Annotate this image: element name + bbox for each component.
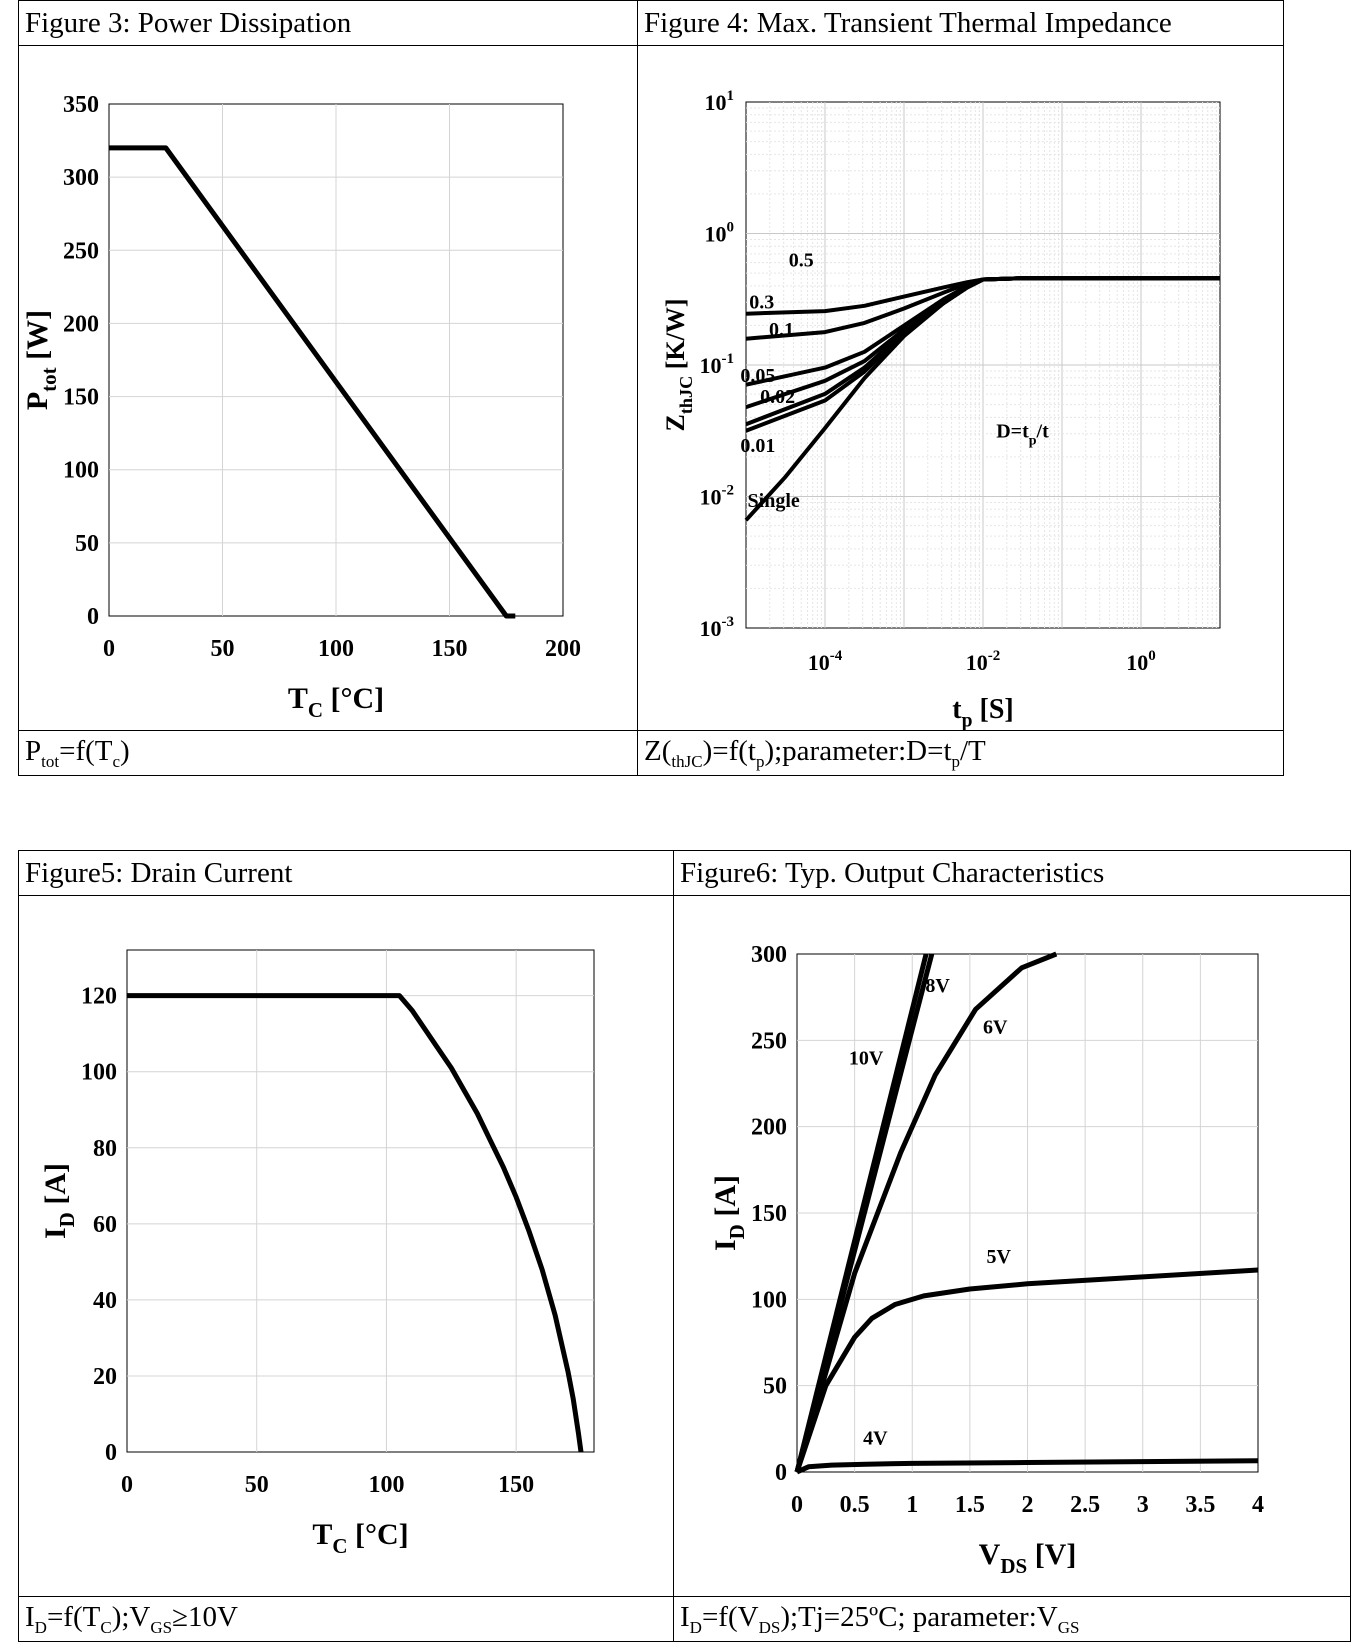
fig4-y-tick-label: 10-3 xyxy=(700,614,735,641)
fig3-x-tick-label: 50 xyxy=(211,636,235,662)
fig4-y-tick-label: 101 xyxy=(705,88,735,115)
fig5-y-tick-label: 120 xyxy=(81,984,117,1010)
figure6-plot-cell: 0 0.5 1 1.5 2 2.5 3 3.5 4 0 50 100 150 200 250 300 VDS [… xyxy=(673,895,1351,1597)
figure4-caption: Z(thJC)=f(tp);parameter:D=tp/T xyxy=(637,730,1284,776)
fig3-x-tick-label: 200 xyxy=(545,636,581,662)
fig6-series-label-4V: 4V xyxy=(863,1427,888,1449)
fig3-x-axis-label: TC [°C] xyxy=(288,682,384,722)
fig4-series-label-0.02: 0.02 xyxy=(760,386,795,408)
fig4-y-tick-label: 100 xyxy=(705,220,735,247)
figure6-chart: 0 0.5 1 1.5 2 2.5 3 3.5 4 0 50 100 150 200 250 300 VDS [… xyxy=(709,942,1264,1578)
figure4-plot-cell: 10-4 10-2 100 10-3 10-2 10-1 100 101 0.5 0.3 0.1 0.… xyxy=(637,45,1284,731)
fig6-y-tick-label: 200 xyxy=(751,1115,787,1141)
fig5-x-axis-label: TC [°C] xyxy=(312,1518,408,1558)
fig4-series-label-0.05: 0.05 xyxy=(740,365,775,387)
fig4-x-tick-label: 10-2 xyxy=(966,648,1001,675)
fig5-x-tick-label: 0 xyxy=(121,1472,133,1498)
fig3-x-tick-label: 100 xyxy=(318,636,354,662)
fig4-x-tick-label: 10-4 xyxy=(808,648,843,675)
fig6-series-label-6V: 6V xyxy=(983,1016,1008,1038)
fig6-x-tick-label: 1 xyxy=(906,1492,918,1518)
fig4-series-label-0.1: 0.1 xyxy=(769,319,794,341)
fig6-x-tick-label: 0.5 xyxy=(840,1492,870,1518)
fig4-series-label-0.01: 0.01 xyxy=(740,435,775,457)
fig6-y-axis-label: ID [A] xyxy=(709,1175,749,1251)
fig3-y-tick-label: 250 xyxy=(63,238,99,264)
fig6-series-line-4V xyxy=(795,1458,1259,1475)
fig5-x-tick-label: 150 xyxy=(498,1472,534,1498)
fig3-y-axis-label: Ptot [W] xyxy=(21,310,61,410)
fig4-y-axis-label: ZthJC [K/W] xyxy=(661,298,696,431)
fig6-y-tick-label: 250 xyxy=(751,1028,787,1054)
fig3-y-tick-label: 100 xyxy=(63,458,99,484)
fig4-x-tick-label: 100 xyxy=(1126,648,1156,675)
fig4-y-tick-label: 10-2 xyxy=(700,483,735,510)
figure5-caption: ID=f(TC);VGS≥10V xyxy=(18,1596,674,1642)
figure6-caption: ID=f(VDS);Tj=25ºC; parameter:VGS xyxy=(673,1596,1351,1642)
fig4-series-label-0.5: 0.5 xyxy=(789,249,814,271)
fig5-plot-frame xyxy=(126,949,595,1453)
fig3-y-tick-label: 50 xyxy=(75,531,99,557)
fig3-x-tick-label: 0 xyxy=(103,636,115,662)
fig3-y-tick-label: 350 xyxy=(63,92,99,118)
fig4-series-line-Single xyxy=(744,276,1220,522)
fig6-x-tick-label: 2.5 xyxy=(1070,1492,1100,1518)
fig6-y-tick-label: 100 xyxy=(751,1287,787,1313)
fig6-series-label-5V: 5V xyxy=(986,1246,1011,1268)
fig4-y-tick-label: 10-1 xyxy=(700,351,735,378)
fig5-y-tick-label: 0 xyxy=(105,1440,117,1466)
fig6-series-label-10V: 10V xyxy=(849,1048,884,1070)
fig6-series-line-6V xyxy=(794,951,1058,1473)
fig3-y-tick-label: 0 xyxy=(87,604,99,630)
figure6-title: Figure6: Typ. Output Characteristics xyxy=(673,850,1351,896)
fig5-series-line-0 xyxy=(127,993,584,1453)
fig3-x-tick-label: 150 xyxy=(432,636,468,662)
fig6-series-label-8V: 8V xyxy=(925,975,950,997)
fig5-y-axis-label: ID [A] xyxy=(39,1163,79,1239)
fig5-y-tick-label: 60 xyxy=(93,1212,117,1238)
fig3-y-tick-label: 150 xyxy=(63,385,99,411)
fig6-x-tick-label: 1.5 xyxy=(955,1492,985,1518)
fig6-y-tick-label: 0 xyxy=(775,1460,787,1486)
fig3-series-line-0 xyxy=(109,145,516,619)
fig3-y-tick-label: 200 xyxy=(63,311,99,337)
fig4-x-axis-label: tp [S] xyxy=(952,694,1013,730)
top-figure-table: Figure 3: Power Dissipation Figure 4: Ma… xyxy=(18,0,1284,776)
figure4-chart: 10-4 10-2 100 10-3 10-2 10-1 100 101 0.5 0.3 0.1 0.… xyxy=(661,88,1221,730)
fig5-y-tick-label: 80 xyxy=(93,1136,117,1162)
fig5-y-tick-label: 40 xyxy=(93,1288,117,1314)
fig6-series-line-5V xyxy=(794,1267,1259,1473)
figure3-caption: Ptot=f(Tc) xyxy=(18,730,638,776)
figure5-title: Figure5: Drain Current xyxy=(18,850,674,896)
fig5-x-tick-label: 50 xyxy=(245,1472,269,1498)
fig5-y-tick-label: 20 xyxy=(93,1364,117,1390)
figure3-plot-cell: 0 50 100 150 200 0 50 100 150 200 250 300 350 TC [°C]… xyxy=(18,45,638,731)
fig6-x-tick-label: 2 xyxy=(1022,1492,1034,1518)
figure5-plot-cell: 0 50 100 150 0 20 40 60 80 100 120 TC [°C] ID [A] xyxy=(18,895,674,1597)
fig6-x-tick-label: 4 xyxy=(1252,1492,1264,1518)
fig5-x-tick-label: 100 xyxy=(368,1472,404,1498)
fig4-duty-annotation: D=tp/t xyxy=(996,420,1049,448)
fig6-x-tick-label: 0 xyxy=(791,1492,803,1518)
fig6-y-tick-label: 300 xyxy=(751,942,787,968)
fig6-y-tick-label: 150 xyxy=(751,1201,787,1227)
fig6-y-tick-label: 50 xyxy=(763,1374,787,1400)
bottom-figure-table: Figure5: Drain Current Figure6: Typ. Out… xyxy=(18,850,1351,1642)
fig6-x-tick-label: 3 xyxy=(1137,1492,1149,1518)
fig6-x-tick-label: 3.5 xyxy=(1185,1492,1215,1518)
fig4-series-label-Single: Single xyxy=(748,490,800,512)
figure3-title: Figure 3: Power Dissipation xyxy=(18,0,638,46)
fig4-series-label-0.3: 0.3 xyxy=(749,291,774,313)
fig5-y-tick-label: 100 xyxy=(81,1060,117,1086)
fig6-x-axis-label: VDS [V] xyxy=(979,1538,1077,1578)
figure4-title: Figure 4: Max. Transient Thermal Impedan… xyxy=(637,0,1284,46)
fig3-y-tick-label: 300 xyxy=(63,165,99,191)
figure3-chart: 0 50 100 150 200 0 50 100 150 200 250 300 350 TC [°C]… xyxy=(21,92,581,722)
figure5-chart: 0 50 100 150 0 20 40 60 80 100 120 TC [°C] ID [A] xyxy=(39,949,595,1558)
